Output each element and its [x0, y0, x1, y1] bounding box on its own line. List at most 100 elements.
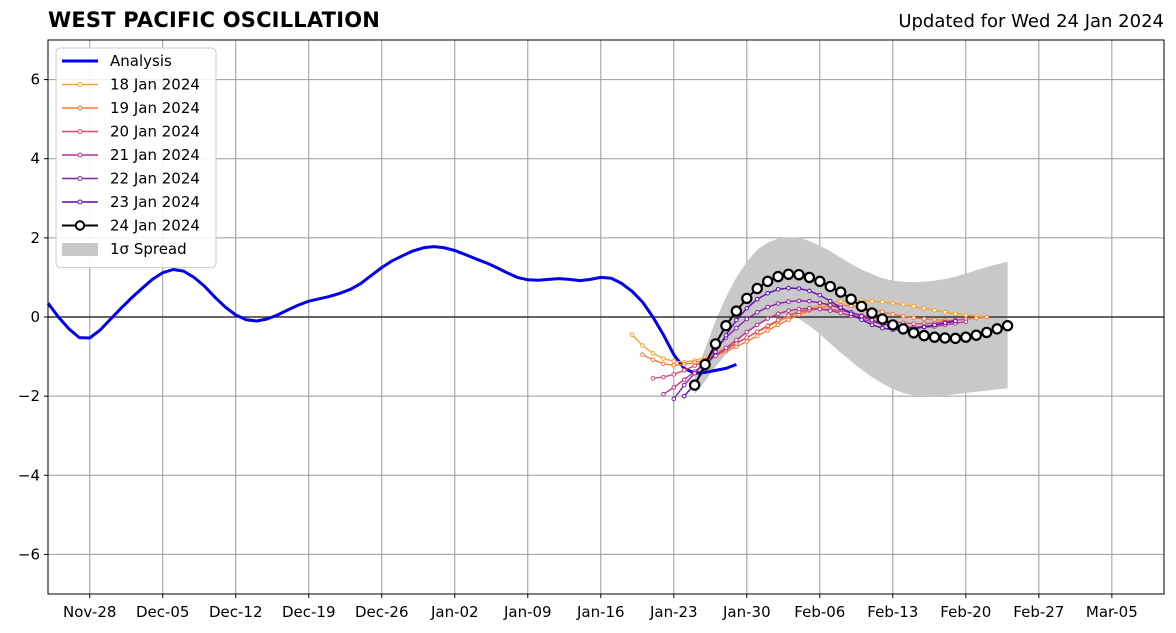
- forecast-point: [782, 268, 795, 280]
- forecast-point: [754, 333, 760, 339]
- x-tick-label: Dec-12: [209, 603, 263, 621]
- forecast-point: [661, 356, 666, 361]
- forecast-point: [1001, 320, 1014, 332]
- forecast-point: [765, 316, 770, 321]
- forecast-point: [744, 329, 750, 335]
- forecast-point: [928, 331, 941, 343]
- forecast-point: [949, 332, 962, 345]
- legend-marker: [77, 105, 83, 111]
- forecast-point: [932, 322, 937, 328]
- forecast-point: [796, 306, 802, 312]
- forecast-point: [960, 331, 972, 343]
- forecast-point: [953, 318, 958, 324]
- forecast-point: [897, 323, 909, 335]
- forecast-point: [744, 335, 750, 340]
- legend-box: [55, 47, 217, 268]
- legend-marker: [77, 152, 83, 158]
- forecast-point: [817, 300, 823, 306]
- x-tick-label: Jan-02: [430, 603, 479, 621]
- forecast-point: [807, 298, 812, 304]
- forecast-point: [681, 368, 687, 373]
- forecast-point: [765, 323, 770, 329]
- forecast-point: [681, 362, 687, 367]
- legend-swatch: [62, 243, 98, 256]
- legend-label: 19 Jan 2024: [110, 99, 200, 117]
- legend-marker: [77, 82, 83, 87]
- forecast-point: [629, 332, 635, 338]
- legend-marker: [77, 129, 83, 134]
- forecast-point: [796, 286, 802, 291]
- legend-label: 18 Jan 2024: [110, 76, 200, 94]
- forecast-point: [880, 325, 885, 331]
- legend-label: Analysis: [110, 52, 172, 70]
- forecast-point: [761, 275, 774, 288]
- forecast-point: [880, 309, 885, 315]
- forecast-point: [650, 376, 656, 381]
- forecast-point: [786, 299, 791, 304]
- forecast-point: [921, 305, 927, 311]
- forecast-point: [939, 332, 951, 344]
- forecast-point: [807, 288, 812, 294]
- forecast-point: [855, 300, 868, 313]
- forecast-point: [827, 302, 833, 308]
- forecast-point: [640, 352, 645, 357]
- x-tick-label: Feb-27: [1013, 603, 1064, 621]
- forecast-point: [921, 324, 927, 330]
- forecast-point: [734, 317, 739, 323]
- forecast-point: [807, 305, 812, 311]
- forecast-point: [661, 391, 666, 397]
- forecast-point: [775, 311, 781, 317]
- forecast-point: [765, 304, 770, 310]
- x-tick-label: Mar-05: [1086, 603, 1138, 621]
- legend-label: 1σ Spread: [110, 240, 187, 258]
- forecast-point: [650, 357, 656, 363]
- x-tick-label: Jan-30: [722, 603, 771, 621]
- forecast-point: [942, 320, 948, 326]
- forecast-point: [900, 302, 906, 308]
- y-tick-label: −4: [18, 466, 40, 484]
- forecast-point: [681, 382, 687, 388]
- forecast-point: [765, 290, 770, 296]
- forecast-point: [650, 351, 656, 356]
- forecast-point: [671, 362, 677, 368]
- forecast-point: [838, 305, 843, 310]
- legend-marker: [74, 220, 86, 231]
- forecast-point: [827, 298, 833, 304]
- y-tick-label: 0: [30, 308, 40, 326]
- forecast-point: [907, 327, 920, 339]
- forecast-point: [765, 328, 770, 333]
- forecast-point: [688, 379, 701, 391]
- forecast-point: [890, 311, 896, 317]
- forecast-point: [827, 308, 833, 313]
- forecast-point: [786, 313, 791, 318]
- forecast-point: [984, 314, 989, 320]
- forecast-point: [973, 315, 979, 321]
- forecast-point: [754, 309, 760, 315]
- forecast-point: [838, 298, 843, 304]
- forecast-point: [942, 309, 948, 315]
- series-lines: [46, 245, 1014, 402]
- forecast-point: [890, 300, 896, 306]
- forecast-point: [876, 313, 889, 325]
- chart-title: WEST PACIFIC OSCILLATION: [48, 8, 381, 32]
- legend-label: 23 Jan 2024: [110, 193, 200, 211]
- x-tick-label: Dec-26: [355, 603, 409, 621]
- forecast-point: [848, 311, 854, 317]
- forecast-point: [786, 317, 791, 323]
- x-tick-label: Feb-20: [940, 603, 991, 621]
- y-tick-label: −6: [18, 545, 40, 563]
- forecast-point: [918, 329, 930, 342]
- forecast-point: [775, 317, 781, 323]
- forecast-point: [709, 338, 722, 350]
- forecast-point: [744, 316, 750, 322]
- legend-label: 21 Jan 2024: [110, 146, 200, 164]
- forecast-point: [796, 298, 802, 304]
- x-tick-label: Feb-13: [867, 603, 918, 621]
- forecast-point: [980, 326, 993, 339]
- forecast-point: [723, 332, 729, 338]
- forecast-point: [834, 286, 847, 298]
- forecast-point: [900, 313, 906, 319]
- forecast-point: [866, 307, 878, 319]
- forecast-point: [671, 396, 677, 402]
- forecast-point: [692, 363, 697, 368]
